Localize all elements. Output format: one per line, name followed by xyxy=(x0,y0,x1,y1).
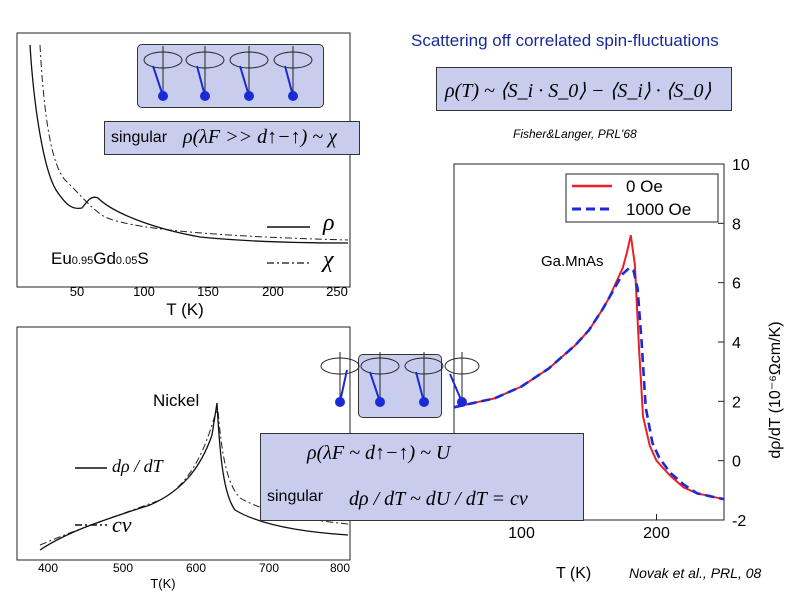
eu-xaxis: 50 100 150 200 250 xyxy=(70,284,348,299)
gamnas-material-label: Ga.MnAs xyxy=(541,253,604,270)
gamnas-ytick: 6 xyxy=(732,276,741,293)
ni-singular-label: singular xyxy=(267,488,324,505)
formula-top: ρ(T) ~ ⟨S_i · S_0⟩ − ⟨S_i⟩ · ⟨S_0⟩ xyxy=(445,80,712,102)
ni-legend-cv: cv xyxy=(112,512,132,537)
ni-xtick: 400 xyxy=(38,561,58,575)
eu-formula: ρ(λF >> d↑−↑) ~ χ xyxy=(183,126,337,148)
spin-icons-bottom xyxy=(320,352,480,407)
ni-panel: 400 500 600 700 800 T(K) xyxy=(16,326,351,591)
gamnas-ytick: 0 xyxy=(732,454,741,471)
eu-material-sub1: 0.95 xyxy=(71,255,94,267)
eu-chi-curve xyxy=(39,44,349,241)
formula-box-eu: singular ρ(λF >> d↑−↑) ~ χ xyxy=(104,121,360,155)
eu-xtick: 150 xyxy=(197,284,219,299)
eu-material-mid: Gd xyxy=(93,249,116,268)
eu-xtick: 250 xyxy=(326,284,348,299)
spin-icon xyxy=(143,46,183,101)
citation-bottom: Novak et al., PRL, 08 xyxy=(629,565,762,581)
spin-icon xyxy=(320,352,360,407)
ni-xtick: 600 xyxy=(186,561,206,575)
eu-material-sub2: 0.05 xyxy=(115,255,138,267)
gamnas-series-line-1 xyxy=(453,266,725,501)
gamnas-xtick: 200 xyxy=(643,525,670,542)
eu-material-end: S xyxy=(137,249,149,268)
gamnas-ylabel: dρ/dT (10⁻⁶Ωcm/K) xyxy=(767,321,784,458)
gamnas-ytick: 4 xyxy=(732,335,741,352)
eu-singular-label: singular xyxy=(111,129,168,146)
ni-xtick: 700 xyxy=(259,561,279,575)
ni-xtick: 500 xyxy=(113,561,133,575)
eu-panel: 50 100 150 200 250 T (K) xyxy=(16,32,351,319)
gamnas-legend-label-1: 1000 Oe xyxy=(626,200,691,219)
ni-formula1: ρ(λF ~ d↑−↑) ~ U xyxy=(307,442,451,464)
gamnas-legend-label-0: 0 Oe xyxy=(626,177,663,196)
ni-legend-drho: dρ / dT xyxy=(112,456,163,476)
eu-plot-frame xyxy=(16,32,351,288)
spin-icon xyxy=(360,352,400,407)
gamnas-chart: 10 8 6 4 2 0 -2 100 200 0 Oe 1000 Oe Ga.MnAs dρ/… xyxy=(453,157,784,582)
eu-xtick: 100 xyxy=(133,284,155,299)
gamnas-ytick: 2 xyxy=(732,394,741,411)
spin-icon xyxy=(185,46,225,101)
eu-material-label: Eu0.95Gd0.05S xyxy=(51,249,149,269)
eu-legend-chi: χ xyxy=(323,247,334,273)
gamnas-ytick: 8 xyxy=(732,216,741,233)
ni-material-label: Nickel xyxy=(153,391,200,410)
eu-material-main: Eu xyxy=(51,249,72,268)
spin-icons-top xyxy=(143,46,313,101)
spin-box-bottom xyxy=(358,354,442,418)
spin-icon xyxy=(404,352,444,407)
eu-rho-curve xyxy=(29,44,349,244)
spin-icon xyxy=(273,46,313,101)
eu-xtick: 50 xyxy=(70,284,84,299)
spin-icon xyxy=(444,352,480,407)
ni-xaxis: 400 500 600 700 800 xyxy=(38,561,350,575)
eu-xlabel: T (K) xyxy=(166,300,203,319)
gamnas-xlabel: T (K) xyxy=(556,565,591,582)
gamnas-ytick: 10 xyxy=(732,157,750,174)
ni-xtick: 800 xyxy=(330,561,350,575)
eu-legend-rho: ρ xyxy=(323,210,335,236)
formula-box-top: ρ(T) ~ ⟨S_i · S_0⟩ − ⟨S_i⟩ · ⟨S_0⟩ xyxy=(436,67,732,111)
formula-box-ni: ρ(λF ~ d↑−↑) ~ U singular dρ / dT ~ dU /… xyxy=(260,433,584,521)
gamnas-xtick: 100 xyxy=(508,525,535,542)
ni-xlabel: T(K) xyxy=(150,576,175,591)
ni-drho-curve xyxy=(39,402,349,551)
gamnas-ytick: -2 xyxy=(732,513,746,530)
citation-top: Fisher&Langer, PRL'68 xyxy=(513,127,637,141)
spin-icon xyxy=(229,46,269,101)
slide-title: Scattering off correlated spin-fluctuati… xyxy=(411,31,719,50)
ni-formula2: dρ / dT ~ dU / dT = cv xyxy=(349,488,528,510)
gamnas-legend-box xyxy=(565,173,719,223)
eu-xtick: 200 xyxy=(262,284,284,299)
